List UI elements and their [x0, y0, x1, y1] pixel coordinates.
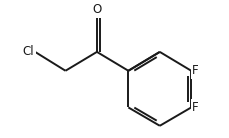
Text: F: F: [191, 101, 198, 114]
Text: Cl: Cl: [22, 45, 34, 58]
Text: O: O: [92, 3, 101, 16]
Text: F: F: [191, 64, 198, 77]
